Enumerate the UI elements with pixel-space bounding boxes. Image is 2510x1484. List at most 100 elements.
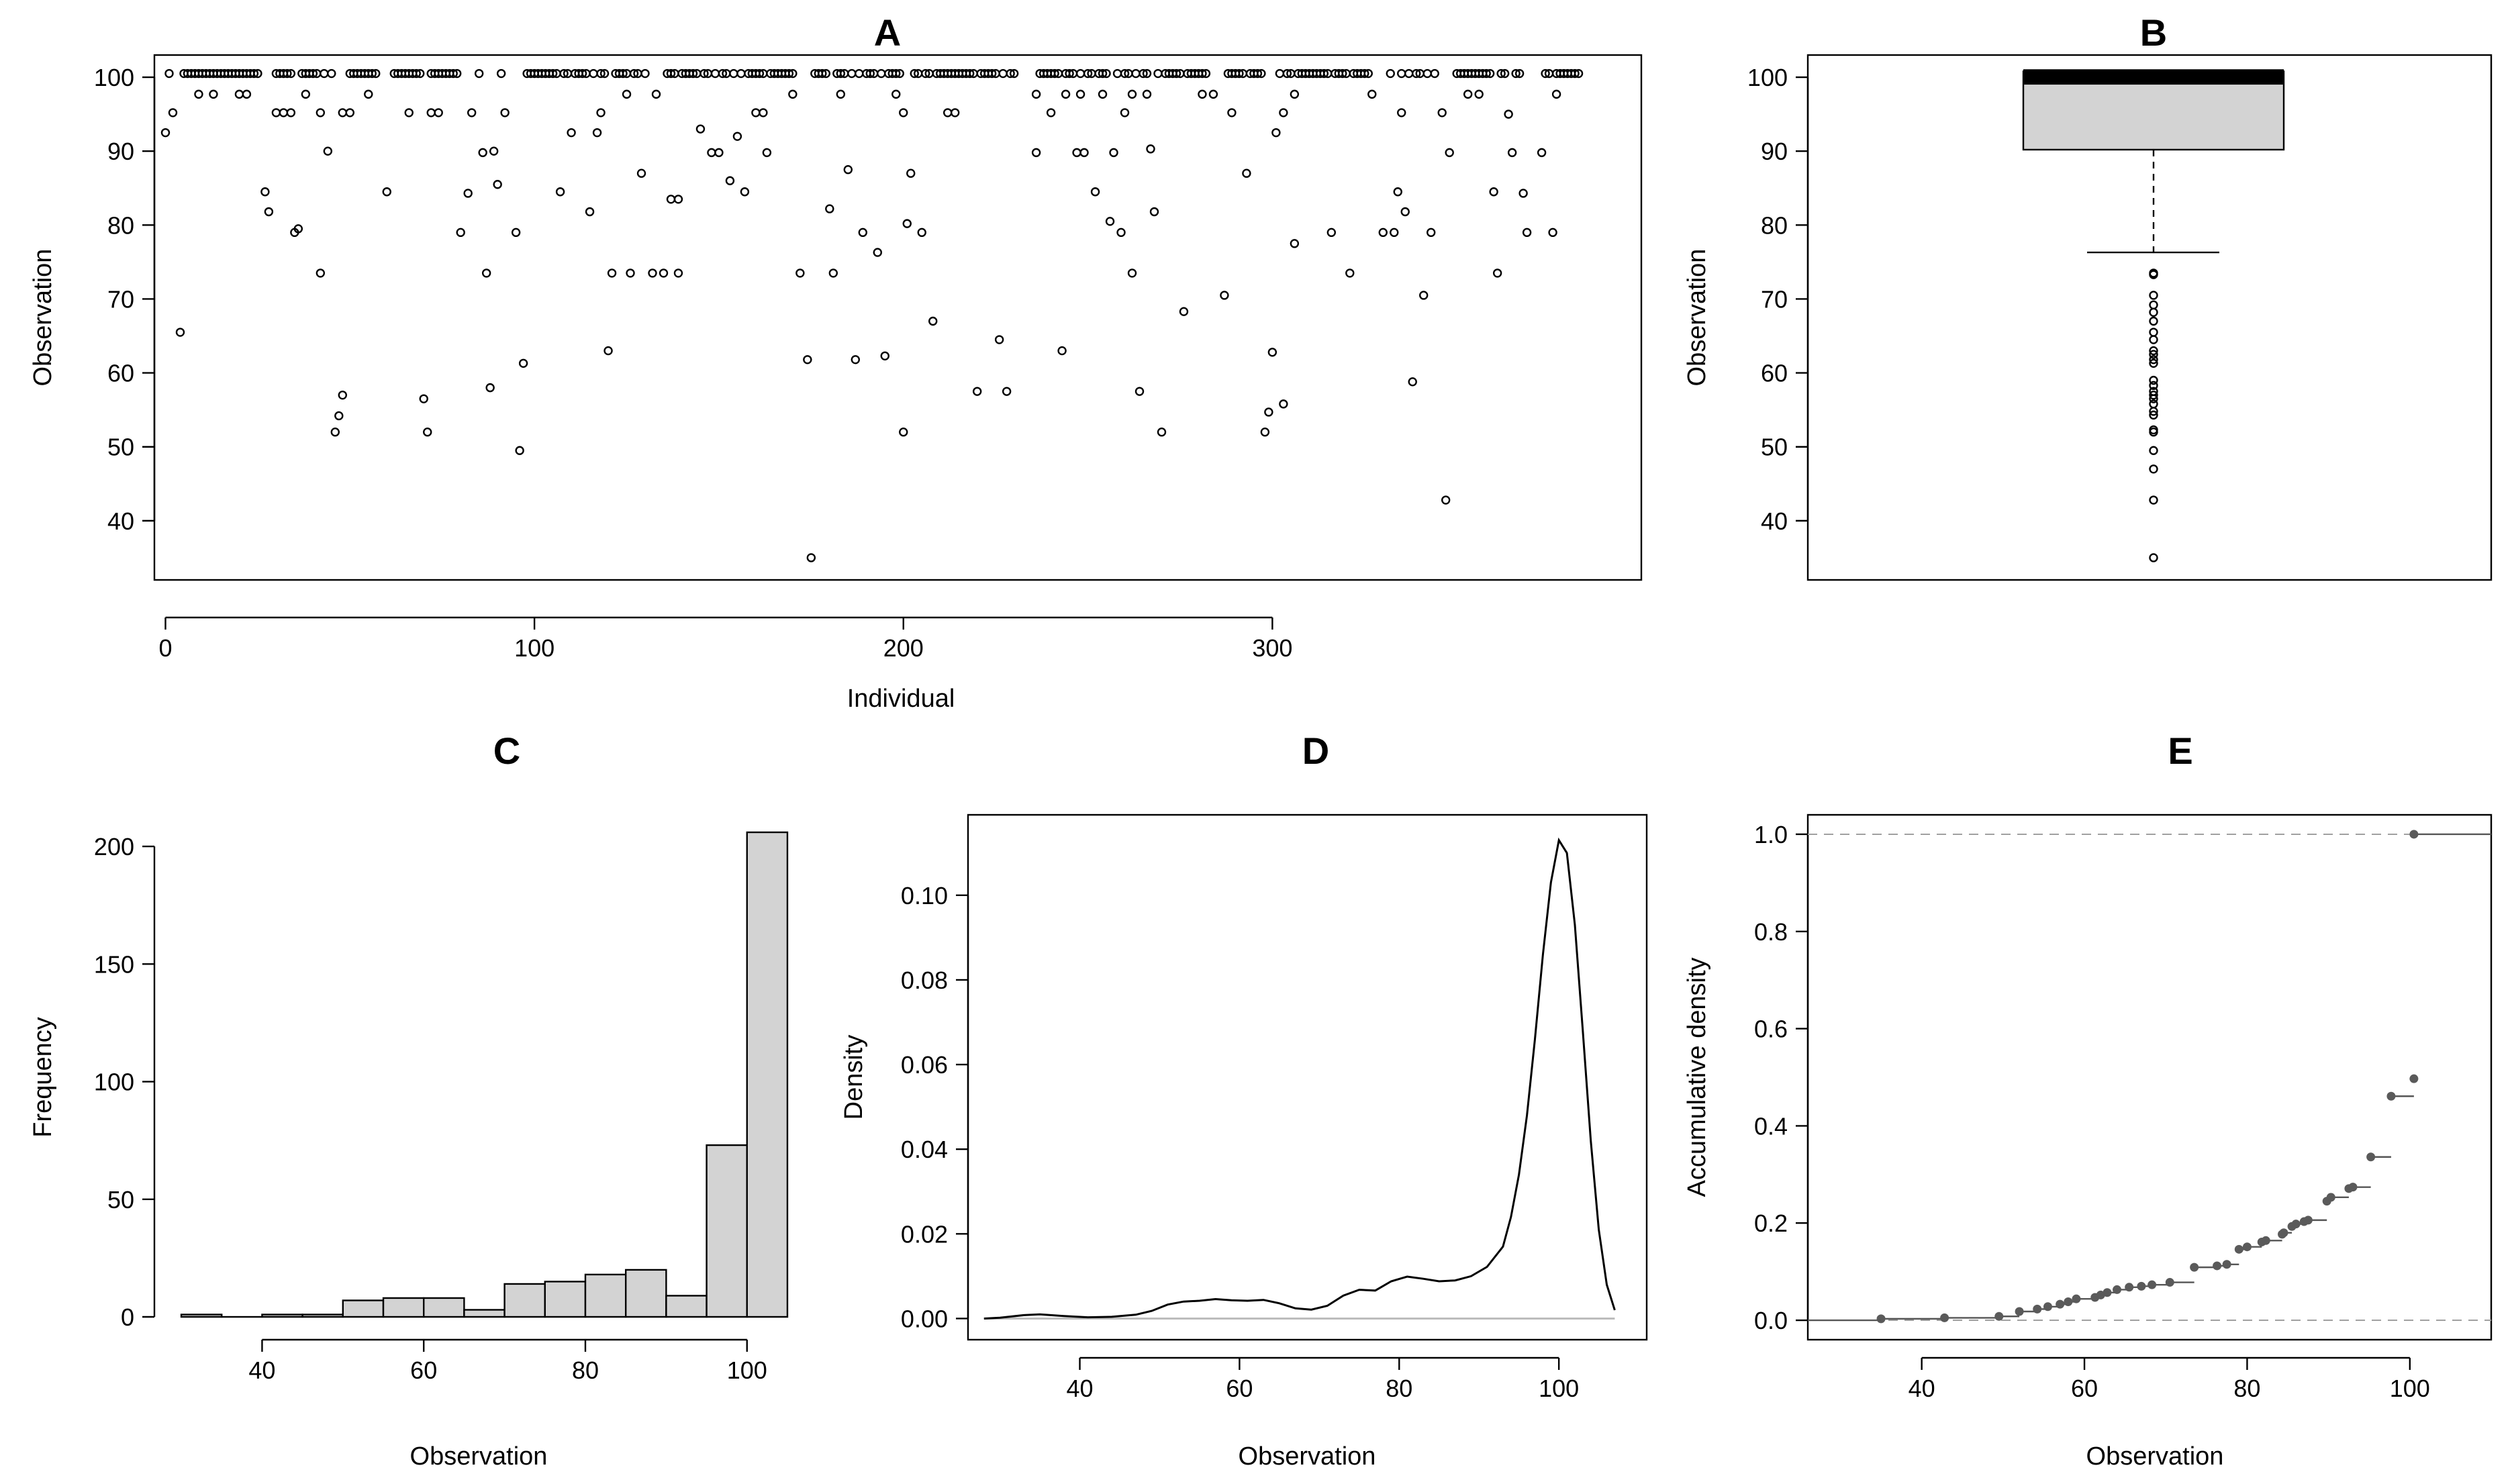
panel-a-point [987, 68, 997, 79]
panel-a-point [567, 128, 576, 138]
panel-a-y-tick-label: 80 [107, 211, 134, 239]
panel-a-point [836, 68, 846, 79]
panel-a-point [604, 346, 613, 356]
panel-a-point [891, 68, 901, 79]
panel-c-bar [463, 1309, 505, 1318]
panel-a-point [456, 228, 465, 238]
panel-a-point [293, 224, 303, 234]
panel-e-point [2113, 1285, 2122, 1294]
panel-d-y-tick-label: 0.08 [901, 967, 948, 994]
panel-a-point [895, 68, 904, 79]
panel-a-point [1127, 268, 1137, 278]
panel-e-title: E [2168, 730, 2192, 772]
panel-e-point [2409, 1074, 2419, 1083]
panel-a-point [1441, 495, 1451, 505]
panel-a-point [596, 108, 606, 117]
panel-c-y-tick-label: 50 [107, 1186, 134, 1214]
panel-a-point [917, 228, 926, 238]
panel-a-point [950, 108, 960, 117]
panel-a-point [452, 68, 462, 79]
panel-a-point [1400, 207, 1410, 217]
panel-a-point [648, 268, 657, 278]
panel-a-point [818, 68, 827, 79]
panel-d-y-tick-label: 0.04 [901, 1136, 948, 1163]
panel-a-point [629, 68, 639, 79]
panel-a-point [1393, 187, 1402, 197]
panel-e-point [2291, 1220, 2301, 1229]
panel-e-y-tick-label: 0.4 [1754, 1112, 1788, 1140]
panel-a-point [1142, 68, 1152, 79]
panel-d-y-tick-label: 0.02 [901, 1220, 948, 1248]
panel-b-outlier [2149, 410, 2158, 420]
panel-a-point [759, 108, 768, 117]
panel-e-point [2064, 1297, 2073, 1307]
panel-a-point [160, 128, 171, 138]
panel-d-x-axis: 40 60 80 100 [1066, 1356, 1579, 1402]
panel-a-point [1083, 68, 1093, 79]
panel-c-histogram: C Observation Frequency 40 60 80 100 0 50 100… [29, 730, 789, 1471]
panel-a-point [1419, 291, 1429, 300]
panel-a-point [1271, 128, 1281, 138]
panel-e-y-tick-label: 0.8 [1754, 918, 1788, 946]
panel-a-point [899, 428, 908, 437]
panel-a-point [1102, 68, 1111, 79]
panel-e-point [2125, 1283, 2134, 1292]
panel-a-point [175, 328, 185, 337]
panel-a-point [732, 132, 742, 141]
panel-a-point [412, 68, 421, 79]
panel-a-point [1345, 268, 1355, 278]
panel-e-point [2190, 1263, 2199, 1272]
panel-a-point [1139, 68, 1148, 79]
panel-c-y-tick-label: 0 [121, 1303, 134, 1331]
panel-a-point [338, 390, 348, 400]
panel-e-x-tick-label: 80 [2233, 1375, 2260, 1402]
panel-b-outlier [2149, 407, 2158, 416]
panel-b-outlier [2149, 355, 2158, 364]
panel-d-y-axis: 0.00 0.02 0.04 0.06 0.08 0.10 [901, 882, 969, 1332]
panel-b-outlier [2149, 316, 2158, 326]
panel-a-point [599, 68, 610, 79]
panel-c-x-tick-label: 80 [572, 1356, 599, 1384]
panel-a-point [688, 68, 698, 79]
panel-c-bar [180, 1314, 223, 1318]
panel-e-point [1940, 1313, 1949, 1322]
panel-a-point [515, 446, 524, 455]
panel-a-point [865, 68, 875, 79]
panel-a-point [965, 68, 975, 79]
panel-a-point [1198, 89, 1207, 99]
panel-e-point [2326, 1193, 2335, 1202]
panel-e-x-tick-label: 60 [2071, 1375, 2098, 1402]
panel-e-point [2234, 1244, 2243, 1254]
panel-a-point [880, 351, 889, 360]
panel-a-point [1198, 68, 1207, 79]
panel-a-point [718, 68, 728, 79]
panel-a-point [448, 68, 458, 79]
panel-c-bar [624, 1269, 667, 1318]
panel-c-x-tick-label: 60 [410, 1356, 437, 1384]
panel-a-point [1463, 89, 1473, 99]
panel-e-x-tick-label: 100 [2390, 1375, 2430, 1402]
panel-b-ylabel: Observation [1683, 249, 1711, 387]
panel-a-point [500, 108, 510, 117]
panel-a-point [555, 187, 565, 197]
panel-a-point [666, 68, 676, 79]
panel-a-point [740, 187, 750, 197]
panel-b-outlier [2149, 394, 2158, 403]
panel-e-point [2033, 1304, 2042, 1314]
panel-a-point [1116, 228, 1126, 238]
panel-a-point [1386, 68, 1395, 79]
panel-b-title: B [2140, 11, 2167, 54]
panel-a-point [1208, 89, 1218, 99]
panel-a-point [345, 108, 355, 117]
panel-a-point [419, 394, 428, 403]
panel-a-point [1360, 68, 1369, 79]
panel-a-point [194, 89, 203, 99]
panel-e-point [2165, 1278, 2174, 1287]
panel-a-point [795, 268, 805, 278]
panel-a-point [622, 89, 632, 99]
panel-e-y-tick-label: 0.6 [1754, 1016, 1788, 1043]
panel-a-point [1518, 189, 1528, 198]
panel-b-y-tick-label: 70 [1761, 285, 1788, 313]
panel-a-point [559, 68, 569, 79]
panel-b-outlier [2149, 553, 2158, 562]
